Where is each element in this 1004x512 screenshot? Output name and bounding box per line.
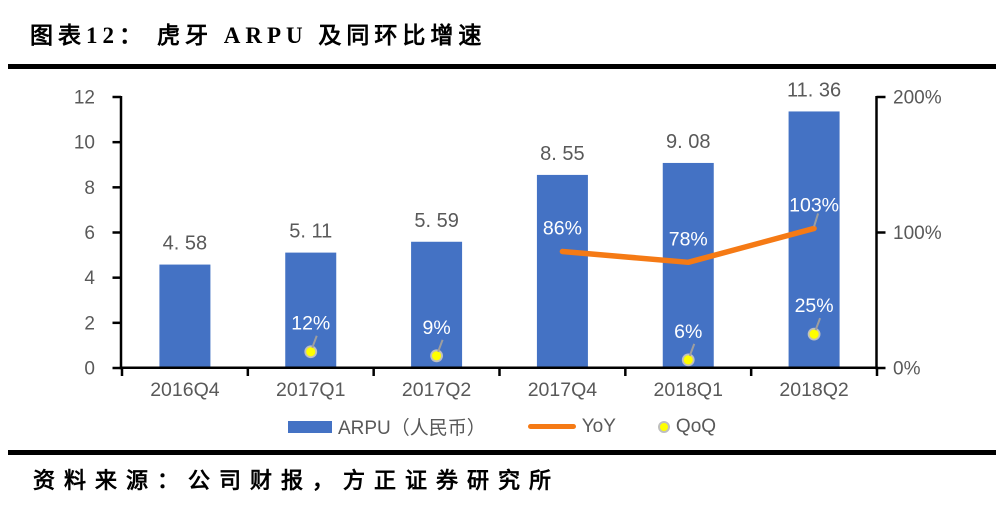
- qoq-label-2018Q1: 6%: [674, 321, 702, 343]
- legend-item-arpu: ARPU（人民币）: [287, 413, 486, 440]
- left-axis-label-4: 4: [84, 268, 95, 289]
- x-axis-label-2017Q1: 2017Q1: [276, 379, 345, 401]
- bar-2018Q1: [662, 162, 714, 368]
- yoy-label-2018Q2: 103%: [789, 194, 839, 216]
- top-divider: [8, 64, 996, 69]
- qoq-label-2017Q1: 12%: [291, 313, 330, 335]
- qoq-leader-line: [437, 339, 444, 353]
- legend-swatch-yoy: [527, 424, 576, 429]
- bar-value-label-2018Q1: 9. 08: [666, 131, 710, 153]
- bar-2017Q2: [411, 241, 463, 368]
- x-axis-label-2018Q1: 2018Q1: [654, 379, 723, 401]
- x-axis-label-2018Q2: 2018Q2: [779, 379, 848, 401]
- qoq-leader-line: [814, 317, 822, 331]
- left-axis-label-0: 0: [84, 359, 95, 380]
- yoy-label-2018Q1: 78%: [669, 228, 708, 250]
- left-axis-label-6: 6: [84, 223, 95, 244]
- left-axis-label-2: 2: [84, 313, 95, 334]
- qoq-leader-line: [311, 335, 318, 349]
- qoq-marker-2017Q2: [430, 349, 443, 363]
- left-axis-label-12: 12: [74, 88, 95, 109]
- qoq-marker-2018Q1: [681, 353, 695, 367]
- bottom-divider: [8, 450, 996, 455]
- legend-label-qoq: QoQ: [675, 415, 717, 437]
- legend-label-arpu: ARPU（人民币）: [337, 418, 486, 439]
- bar-value-label-2016Q4: 4. 58: [163, 233, 207, 255]
- figure-number: 图表12：: [30, 23, 147, 48]
- legend-swatch-arpu: [287, 420, 332, 433]
- bar-2017Q4: [536, 174, 588, 368]
- legend-label-yoy: YoY: [581, 415, 616, 437]
- figure-title-text: 虎牙 ARPU 及同环比增速: [157, 23, 487, 48]
- bar-value-label-2017Q1: 5. 11: [289, 221, 332, 243]
- chart-legend: ARPU（人民币） YoY QoQ: [0, 413, 1004, 440]
- yoy-line: [559, 225, 817, 266]
- bar-2018Q2: [788, 111, 840, 368]
- qoq-label-2017Q2: 9%: [422, 317, 450, 339]
- x-axis-label-2017Q4: 2017Q4: [528, 379, 598, 401]
- bar-value-label-2017Q4: 8. 55: [540, 143, 584, 165]
- qoq-marker-2017Q1: [304, 345, 318, 359]
- right-axis-label-0%: 0%: [893, 359, 921, 380]
- bar-2016Q4: [159, 264, 211, 368]
- figure-title: 图表12： 虎牙 ARPU 及同环比增速: [30, 16, 486, 50]
- yoy-leader-line: [813, 213, 820, 227]
- bar-value-label-2018Q2: 11. 36: [787, 79, 841, 101]
- x-axis-label-2017Q2: 2017Q2: [402, 379, 471, 401]
- yoy-label-2017Q4: 86%: [543, 217, 582, 239]
- bar-value-label-2017Q2: 5. 59: [414, 210, 458, 232]
- source-note: 资料来源：公司财报，方正证券研究所: [33, 468, 561, 493]
- left-axis-label-8: 8: [84, 178, 95, 199]
- qoq-marker-2018Q2: [807, 327, 821, 341]
- right-axis-label-200%: 200%: [893, 88, 942, 109]
- legend-swatch-qoq: [657, 420, 670, 433]
- legend-item-yoy: YoY: [527, 415, 616, 438]
- x-axis-label-2016Q4: 2016Q4: [150, 379, 220, 401]
- legend-item-qoq: QoQ: [657, 415, 717, 438]
- right-axis-label-100%: 100%: [893, 223, 942, 244]
- qoq-label-2018Q2: 25%: [795, 295, 834, 317]
- left-axis-label-10: 10: [74, 133, 95, 154]
- qoq-leader-line: [688, 343, 696, 357]
